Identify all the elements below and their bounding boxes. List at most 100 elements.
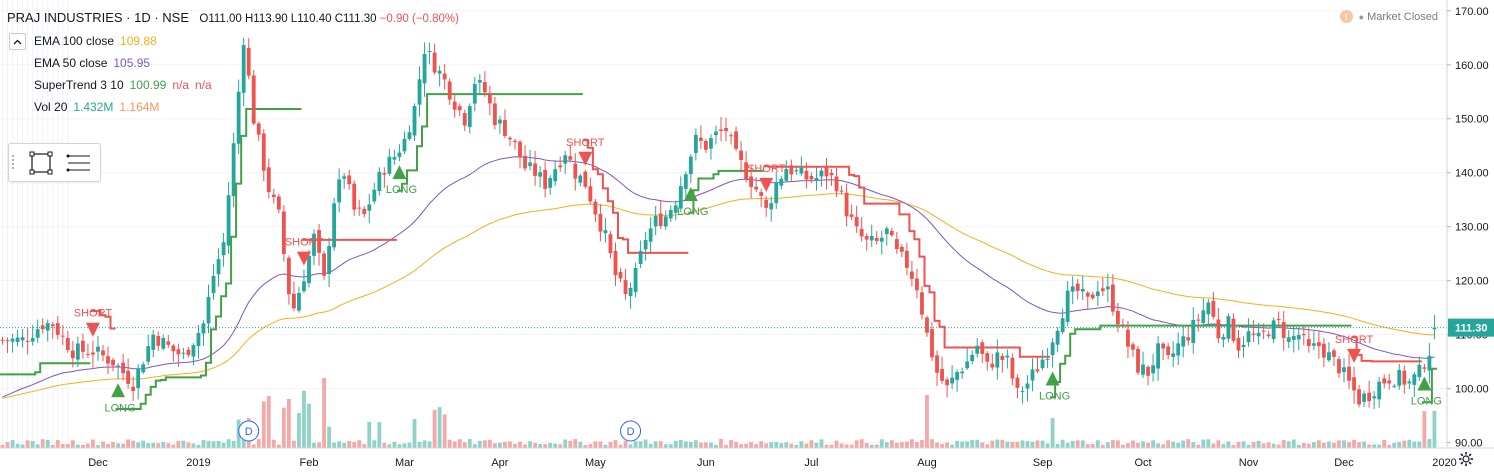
volume-bar [422, 440, 427, 448]
legend-collapse-button[interactable] [9, 33, 26, 50]
candle [1412, 374, 1417, 385]
volume-bar [910, 439, 914, 448]
volume-bar [251, 444, 256, 448]
candle [1387, 380, 1392, 384]
indicator-legend-row[interactable]: SuperTrend 3 10 100.99 n/a n/a [34, 78, 212, 92]
candle [412, 106, 417, 136]
volume-bar [553, 443, 558, 448]
short-signal-label: SHORT [1335, 334, 1374, 346]
candle [196, 332, 201, 347]
volume-bar [10, 440, 15, 448]
volume-bar [1126, 443, 1130, 448]
volume-bar [352, 441, 357, 448]
long-signal-arrow [683, 186, 698, 201]
rectangle-tool-icon[interactable] [27, 149, 55, 177]
alert-icon[interactable]: ! [1339, 10, 1353, 23]
volume-bar [724, 444, 728, 448]
volume-bar [769, 442, 774, 448]
candle [106, 356, 110, 364]
volume-bar [427, 441, 432, 448]
volume-bar [1000, 439, 1005, 448]
candle [518, 141, 522, 158]
candle [1100, 288, 1105, 292]
candle [1045, 358, 1050, 360]
dividend-marker[interactable] [620, 420, 642, 442]
candle [990, 363, 995, 368]
volume-bar [1261, 443, 1266, 448]
volume-bar [141, 440, 146, 448]
candle [1407, 381, 1412, 384]
candle [955, 372, 960, 380]
candle [457, 106, 462, 111]
candle [1266, 334, 1271, 337]
volume-bar [638, 441, 643, 448]
supertrend-line [582, 139, 689, 254]
candle [45, 323, 50, 331]
volume-bar [935, 442, 939, 448]
candle [548, 177, 553, 188]
candle [593, 201, 598, 215]
indicator-legend-row[interactable]: EMA 50 close 105.95 [34, 56, 150, 70]
candle [658, 213, 663, 226]
candle [467, 106, 472, 127]
volume-bar [111, 442, 115, 448]
volume-bar [1131, 440, 1135, 448]
volume-bar [920, 440, 924, 448]
volume-bar [1110, 440, 1115, 448]
indicator-legend-row[interactable]: EMA 100 close 109.88 [34, 34, 157, 48]
volume-bar [1156, 443, 1161, 448]
candle [1301, 333, 1306, 336]
indicator-legend-row[interactable]: Vol 20 1.432M 1.164M [34, 100, 159, 114]
candle [121, 362, 126, 374]
candle [598, 213, 603, 232]
symbol-title[interactable]: PRAJ INDUSTRIES · 1D · NSE [7, 10, 190, 25]
volume-bar [633, 441, 638, 448]
drag-handle-icon[interactable] [9, 152, 17, 174]
candle [1377, 381, 1382, 400]
candle [1422, 367, 1427, 369]
candle [1246, 331, 1251, 343]
dividend-marker[interactable] [238, 420, 260, 442]
candle [1171, 353, 1176, 357]
gear-icon[interactable] [1458, 451, 1474, 467]
volume-bar [1296, 444, 1301, 448]
candle [1186, 337, 1191, 341]
lines-menu-icon[interactable] [64, 149, 94, 177]
volume-bar [402, 443, 407, 448]
volume-bar [30, 441, 35, 448]
candle [332, 203, 337, 248]
candle [714, 131, 718, 136]
volume-bar [337, 441, 342, 448]
volume-bar [5, 442, 10, 448]
volume-bar [975, 439, 980, 448]
volume-bar [844, 444, 849, 448]
candle [1342, 367, 1346, 373]
candle [1050, 342, 1055, 356]
long-signal-label: LONG [386, 184, 417, 196]
candle [161, 338, 166, 349]
volume-bar [1105, 442, 1110, 448]
volume-bar [176, 440, 181, 448]
candle [709, 138, 713, 149]
candle [1080, 288, 1085, 292]
candle [1161, 343, 1166, 349]
symbol-header: PRAJ INDUSTRIES · 1D · NSE O111.00 H113.… [7, 10, 459, 25]
candle [1131, 344, 1135, 350]
candle [1035, 369, 1040, 372]
candle [523, 155, 527, 169]
volume-bar [1161, 444, 1166, 448]
candle [839, 190, 844, 192]
candle [809, 176, 814, 180]
volume-bar [0, 444, 5, 448]
candle [246, 47, 251, 76]
chevron-up-icon [13, 39, 22, 44]
candle [191, 345, 196, 357]
candle [663, 216, 668, 227]
candle [1347, 366, 1351, 381]
candle [1226, 316, 1231, 339]
volume-bar [1311, 442, 1316, 448]
indicator-name: SuperTrend 3 10 [34, 78, 124, 92]
long-signal-arrow [1045, 371, 1060, 386]
volume-bar [498, 442, 502, 448]
